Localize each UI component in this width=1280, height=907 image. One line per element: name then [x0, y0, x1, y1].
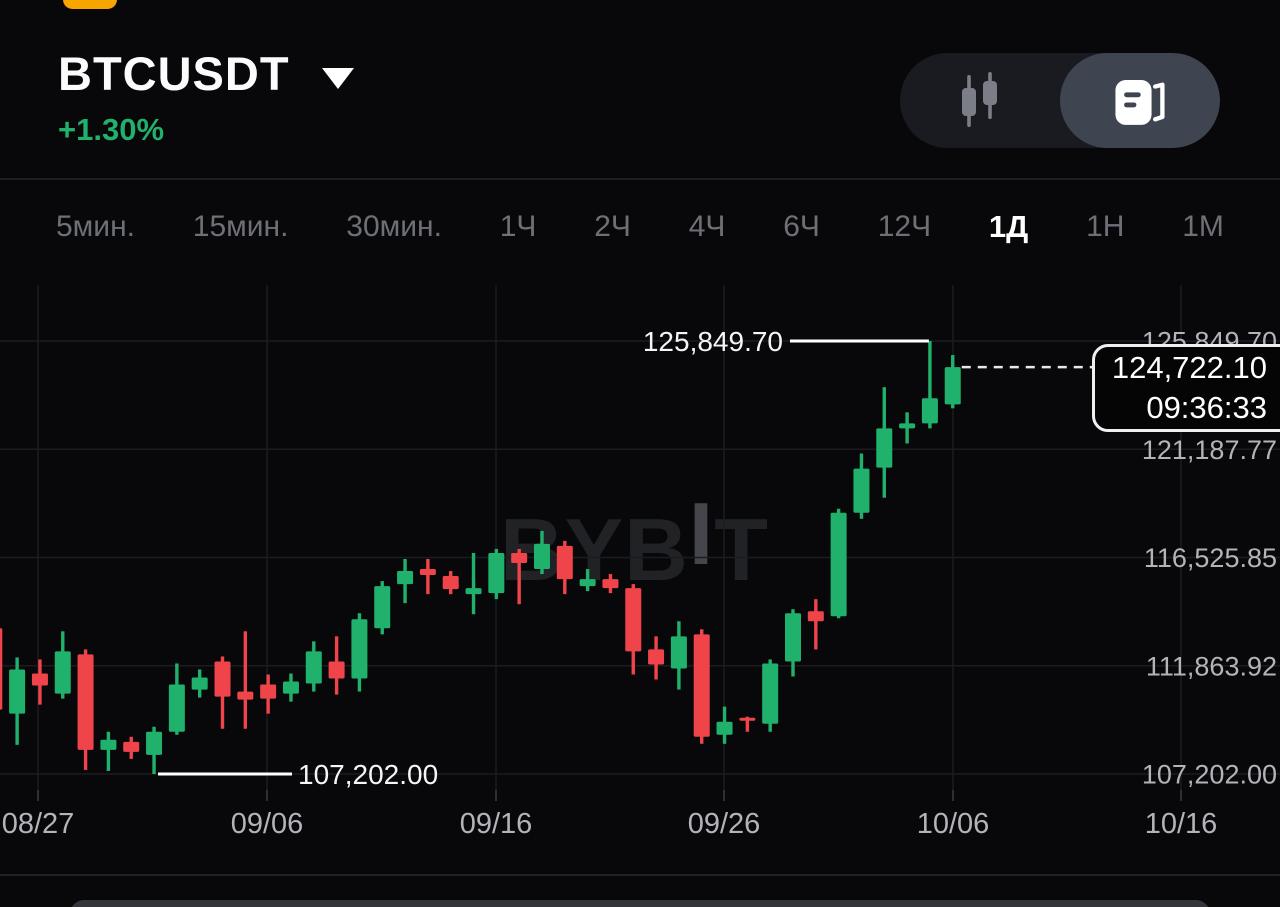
- candle: [876, 387, 893, 498]
- x-axis-label: 09/06: [231, 808, 304, 840]
- x-axis-label: 09/26: [688, 808, 761, 840]
- candle: [533, 530, 550, 575]
- candle: [739, 716, 756, 732]
- chart-bottom-divider: [0, 874, 1280, 876]
- tab-5min[interactable]: 5мин.: [56, 210, 135, 243]
- last-price-badge: 124,722.10 09:36:33: [1092, 344, 1280, 432]
- candle: [579, 569, 596, 592]
- candle: [0, 628, 3, 710]
- orderbook-icon: [1115, 79, 1165, 125]
- tab-4h[interactable]: 4Ч: [688, 210, 726, 243]
- candle: [419, 558, 436, 595]
- header-divider: [0, 178, 1280, 180]
- candle: [168, 663, 185, 735]
- x-axis-label: 10/06: [917, 808, 990, 840]
- candle: [602, 574, 619, 594]
- chart-annotations: 125,849.70 107,202.00: [158, 326, 1094, 790]
- candle: [944, 355, 961, 409]
- candle: [397, 558, 414, 604]
- x-axis-label: 08/27: [2, 808, 75, 840]
- candle: [693, 629, 710, 744]
- tab-12h[interactable]: 12Ч: [877, 210, 932, 243]
- watermark-text: BYB: [500, 500, 689, 599]
- candle: [853, 453, 870, 519]
- low-price-label: 107,202.00: [298, 759, 438, 790]
- tab-1m[interactable]: 1М: [1182, 210, 1224, 243]
- candle: [442, 571, 459, 595]
- watermark-text: T: [714, 500, 770, 599]
- candle: [100, 731, 117, 771]
- y-axis-label: 111,863.92: [1146, 651, 1277, 681]
- candle: [785, 609, 801, 677]
- tab-1h[interactable]: 1Ч: [499, 210, 537, 243]
- candle: [54, 631, 71, 699]
- bybit-watermark: BYB I T: [500, 490, 770, 599]
- candle: [807, 599, 824, 650]
- tab-30min[interactable]: 30мин.: [346, 210, 442, 243]
- y-axis-label: 107,202.00: [1142, 760, 1277, 790]
- y-axis-label: 121,187.77: [1142, 435, 1277, 465]
- candles-icon: [962, 71, 997, 127]
- last-price-time: 09:36:33: [1146, 390, 1267, 425]
- candle: [716, 706, 733, 744]
- candle: [921, 341, 938, 429]
- candle: [305, 641, 322, 692]
- chevron-down-icon[interactable]: [322, 68, 354, 89]
- candle: [260, 674, 277, 714]
- symbol-title[interactable]: BTCUSDT: [58, 47, 290, 100]
- candle: [762, 659, 779, 732]
- candle: [830, 508, 847, 619]
- candle: [351, 613, 368, 692]
- price-change-percent: +1.30%: [58, 112, 165, 147]
- candle: [31, 659, 48, 705]
- candle: [374, 581, 391, 635]
- candles-view-button[interactable]: [900, 53, 1060, 148]
- tab-1w[interactable]: 1Н: [1086, 210, 1125, 243]
- candle: [282, 673, 299, 702]
- candle: [899, 412, 916, 444]
- chart-type-toggle[interactable]: [900, 53, 1220, 148]
- candle: [488, 548, 505, 600]
- axis-labels: 125,849.70 121,187.77 116,525.85 111,863.92…: [2, 327, 1277, 841]
- candle: [77, 649, 94, 770]
- candle: [9, 657, 26, 745]
- candle: [191, 669, 208, 698]
- candle: [511, 548, 528, 605]
- candle: [123, 736, 140, 759]
- y-axis-label: 116,525.85: [1144, 543, 1277, 573]
- candle: [670, 621, 687, 690]
- tab-1d[interactable]: 1Д: [988, 209, 1029, 244]
- candle: [214, 656, 231, 729]
- bottom-sheet-edge[interactable]: [70, 900, 1210, 907]
- x-axis-label: 10/16: [1145, 808, 1218, 840]
- candle: [146, 726, 163, 774]
- x-axis-label: 09/16: [460, 808, 533, 840]
- tab-15min[interactable]: 15мин.: [192, 210, 289, 243]
- last-price-value: 124,722.10: [1111, 350, 1267, 386]
- candle: [625, 584, 642, 675]
- tab-6h[interactable]: 6Ч: [783, 210, 820, 243]
- coin-icon: [63, 0, 117, 9]
- chart-grid: [0, 285, 1280, 801]
- candles-group: [0, 341, 961, 774]
- tab-2h[interactable]: 2Ч: [594, 210, 631, 243]
- candle: [328, 636, 345, 695]
- high-price-label: 125,849.70: [643, 326, 783, 357]
- candle: [556, 540, 573, 595]
- candle: [465, 552, 482, 615]
- watermark-accent: I: [688, 484, 715, 583]
- candle: [237, 631, 254, 729]
- orderbook-view-button[interactable]: [1060, 53, 1220, 148]
- timeframe-tabs: 5мин. 15мин. 30мин. 1Ч 2Ч 4Ч 6Ч 12Ч 1Д 1…: [0, 196, 1280, 258]
- candle: [648, 636, 665, 680]
